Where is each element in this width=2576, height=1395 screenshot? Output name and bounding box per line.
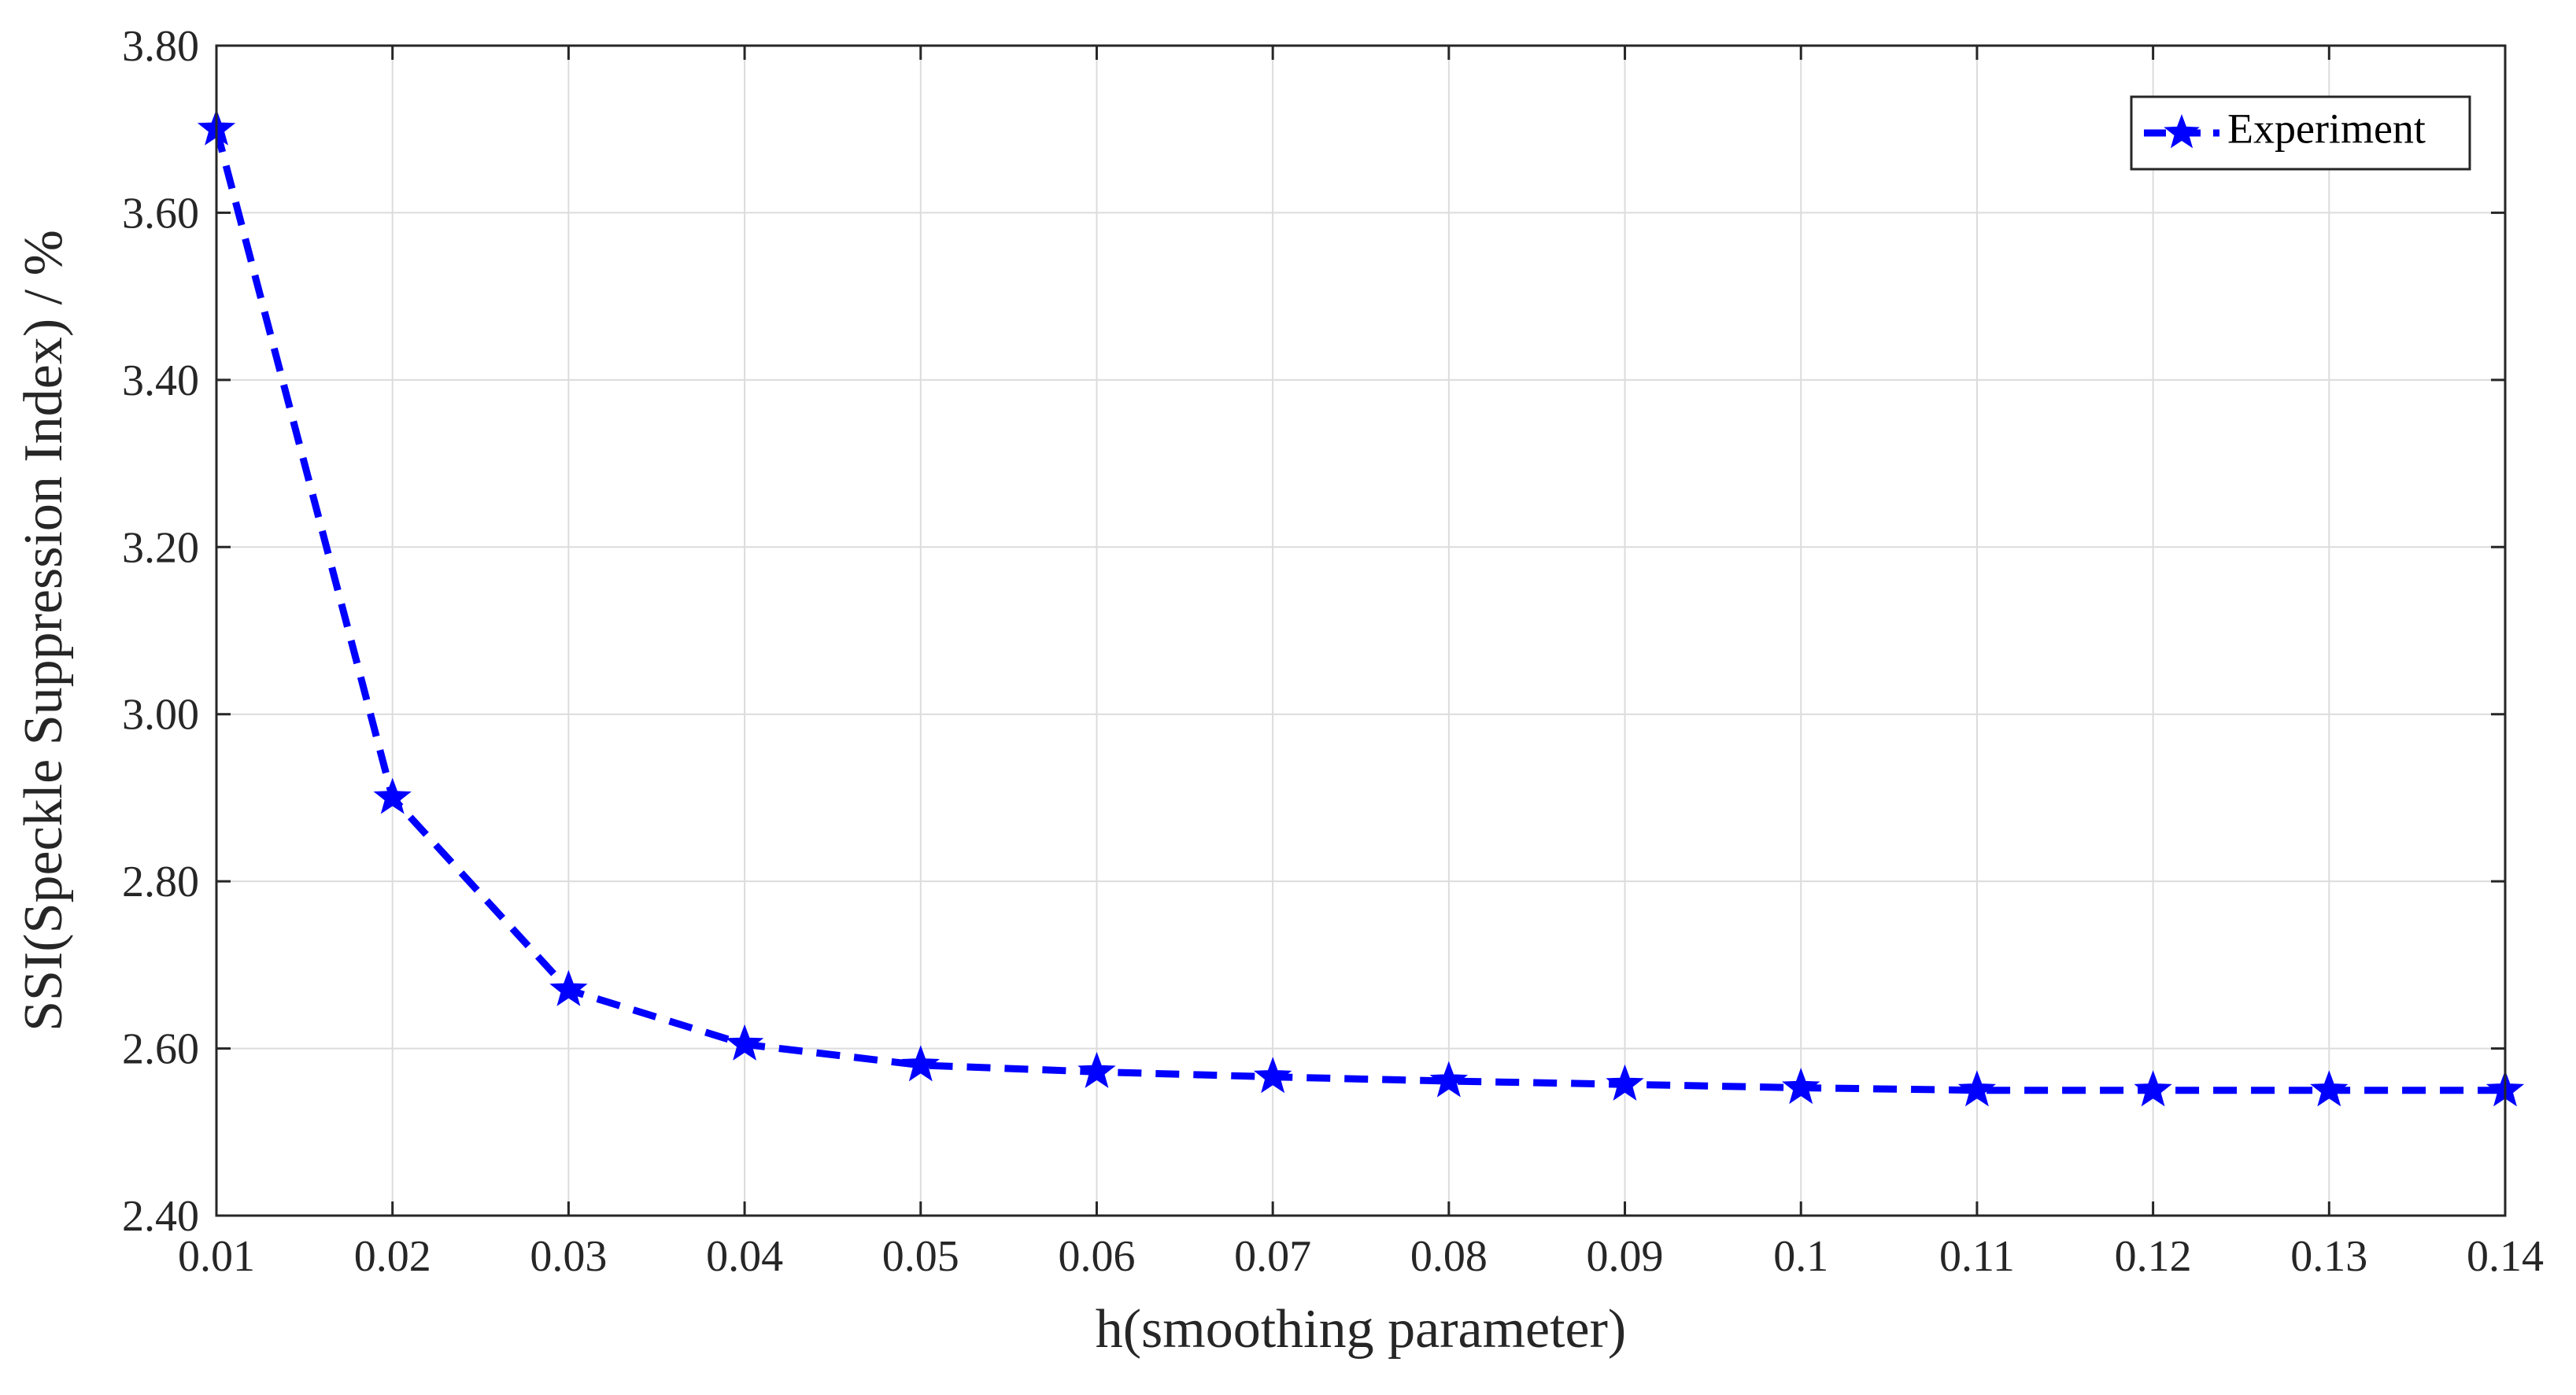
legend-star-marker [2164, 114, 2200, 149]
x-tick-label: 0.08 [1410, 1232, 1488, 1281]
y-tick-label: 2.40 [122, 1192, 199, 1241]
x-tick-label: 0.05 [882, 1232, 959, 1281]
x-tick-label: 0.1 [1773, 1232, 1828, 1281]
x-tick-label: 0.01 [178, 1232, 255, 1281]
data-point-star [1429, 1061, 1469, 1098]
x-tick-label: 0.09 [1587, 1232, 1664, 1281]
y-tick-label: 3.80 [122, 22, 199, 71]
x-tick-label: 0.02 [354, 1232, 431, 1281]
legend-label: Experiment [2227, 105, 2426, 152]
data-point-star [1606, 1064, 1644, 1101]
y-axis-title: SSI(Speckle Suppression Index) / % [13, 230, 74, 1031]
y-tick-label: 2.80 [122, 858, 199, 906]
data-point-star [1782, 1068, 1820, 1105]
x-tick-label: 0.14 [2467, 1232, 2544, 1281]
y-tick-label: 3.20 [122, 523, 199, 572]
y-tick-label: 2.60 [122, 1025, 199, 1074]
x-tick-label: 0.07 [1234, 1232, 1311, 1281]
data-point-star [1957, 1070, 1997, 1107]
data-point-star [901, 1045, 940, 1082]
x-tick-label: 0.13 [2290, 1232, 2367, 1281]
data-point-star [2310, 1070, 2349, 1107]
y-tick-label: 3.00 [122, 691, 199, 740]
x-axis-title: h(smoothing parameter) [1096, 1299, 1627, 1360]
legend: Experiment [2130, 95, 2471, 171]
data-point-star [1253, 1057, 1292, 1094]
x-tick-label: 0.04 [706, 1232, 783, 1281]
x-tick-label: 0.06 [1058, 1232, 1135, 1281]
data-point-star [2134, 1070, 2172, 1107]
x-tick-label: 0.03 [530, 1232, 607, 1281]
plot-frame [215, 44, 2507, 1217]
data-point-star [549, 969, 588, 1006]
data-point-star [725, 1024, 764, 1061]
y-tick-label: 3.40 [122, 356, 199, 405]
x-tick-label: 0.11 [1939, 1232, 2015, 1281]
data-point-star [373, 777, 412, 814]
x-tick-label: 0.12 [2115, 1232, 2192, 1281]
ticks: 0.01 0.02 0.03 0.04 0.05 0.06 0.07 0.08 0.09 0.1 0… [122, 22, 2544, 1281]
data-point-star [1077, 1051, 1116, 1088]
series-line-experiment [213, 128, 2505, 1094]
y-tick-label: 3.60 [122, 189, 199, 238]
